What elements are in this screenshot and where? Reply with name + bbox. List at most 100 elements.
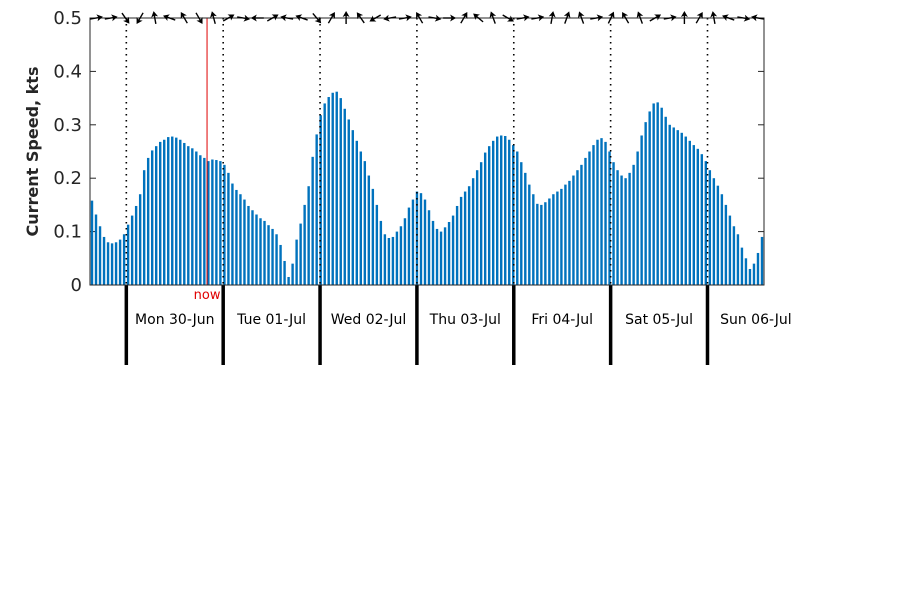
bar — [146, 157, 150, 285]
bar — [704, 161, 708, 285]
y-tick-label: 0.2 — [53, 168, 82, 189]
arrow-head — [563, 11, 571, 19]
direction-arrow — [104, 14, 118, 22]
arrow-head — [383, 14, 390, 22]
bar — [142, 170, 146, 285]
bar — [122, 234, 126, 285]
bar — [126, 224, 130, 285]
bar — [548, 198, 551, 285]
arrow-head — [548, 11, 556, 18]
arrow-head — [696, 11, 703, 19]
bar — [383, 234, 387, 285]
bar — [740, 247, 744, 285]
now-label: now — [194, 288, 221, 303]
bar — [644, 122, 647, 285]
bar — [520, 162, 523, 285]
bar — [680, 132, 683, 285]
bar — [195, 151, 198, 285]
bar — [239, 194, 242, 285]
bar — [335, 91, 338, 285]
bar — [596, 139, 599, 285]
bar — [524, 172, 527, 285]
bar — [419, 193, 423, 285]
bar — [544, 202, 547, 285]
y-tick-labels: 0 0.1 0.2 0.3 0.4 0.5 — [53, 8, 82, 296]
bar — [463, 191, 467, 285]
arrow-head — [622, 11, 629, 19]
bar — [183, 142, 186, 285]
bar — [323, 103, 326, 285]
bar — [712, 178, 716, 285]
bar — [291, 263, 294, 285]
bar — [479, 162, 483, 285]
bar — [331, 92, 334, 285]
direction-arrow — [473, 13, 484, 23]
bar — [664, 116, 667, 285]
bar — [732, 226, 736, 285]
bar — [118, 239, 122, 285]
bar — [728, 215, 732, 285]
bar — [283, 260, 286, 285]
bar — [355, 140, 358, 285]
bar — [720, 194, 724, 285]
bar — [138, 194, 142, 285]
direction-arrow — [266, 14, 279, 22]
bar — [632, 164, 635, 285]
bar — [455, 205, 459, 285]
arrow-head — [507, 15, 514, 22]
bar — [588, 151, 591, 285]
bar — [652, 103, 655, 285]
bar — [760, 236, 764, 285]
arrow-head — [670, 14, 677, 22]
bar — [347, 119, 350, 286]
arrow-head — [461, 11, 468, 19]
direction-arrow — [295, 14, 308, 21]
bar — [500, 135, 503, 285]
direction-arrow — [151, 11, 159, 25]
direction-arrow — [416, 11, 424, 24]
bar — [114, 242, 118, 285]
direction-arrow — [531, 14, 545, 22]
bar — [656, 102, 659, 286]
bar — [167, 137, 170, 285]
bar — [150, 150, 154, 285]
bar — [736, 234, 740, 285]
y-tick-label: 0.1 — [53, 222, 82, 243]
bar — [407, 207, 411, 285]
bar — [608, 151, 611, 285]
bar — [219, 161, 222, 285]
bar — [600, 138, 603, 285]
bar — [560, 188, 563, 285]
arrow-head — [295, 14, 303, 21]
bar — [471, 178, 475, 285]
direction-arrow — [222, 14, 235, 22]
bar — [536, 203, 539, 285]
bar — [267, 225, 270, 285]
arrow-head — [680, 11, 688, 17]
bar — [716, 185, 720, 285]
bar — [688, 140, 691, 285]
arrow-head — [180, 11, 187, 19]
bar — [319, 115, 322, 285]
arrow-head — [250, 14, 257, 22]
bar — [423, 199, 427, 285]
bar — [154, 146, 158, 285]
direction-arrow — [163, 14, 176, 21]
bar — [708, 170, 712, 285]
bar — [134, 205, 138, 285]
direction-arrow — [563, 11, 571, 24]
arrow-head — [196, 17, 203, 25]
bar — [427, 210, 431, 285]
direction-arrow — [210, 11, 217, 24]
arrow-head — [356, 12, 364, 20]
direction-arrow — [398, 14, 412, 22]
bar — [496, 136, 499, 285]
day-label: Sun 06-Jul — [720, 312, 792, 328]
bar — [159, 141, 162, 285]
bar — [451, 215, 455, 285]
bar — [171, 136, 174, 285]
bar — [439, 231, 443, 285]
bar — [696, 148, 700, 285]
plot-frame — [89, 17, 765, 286]
